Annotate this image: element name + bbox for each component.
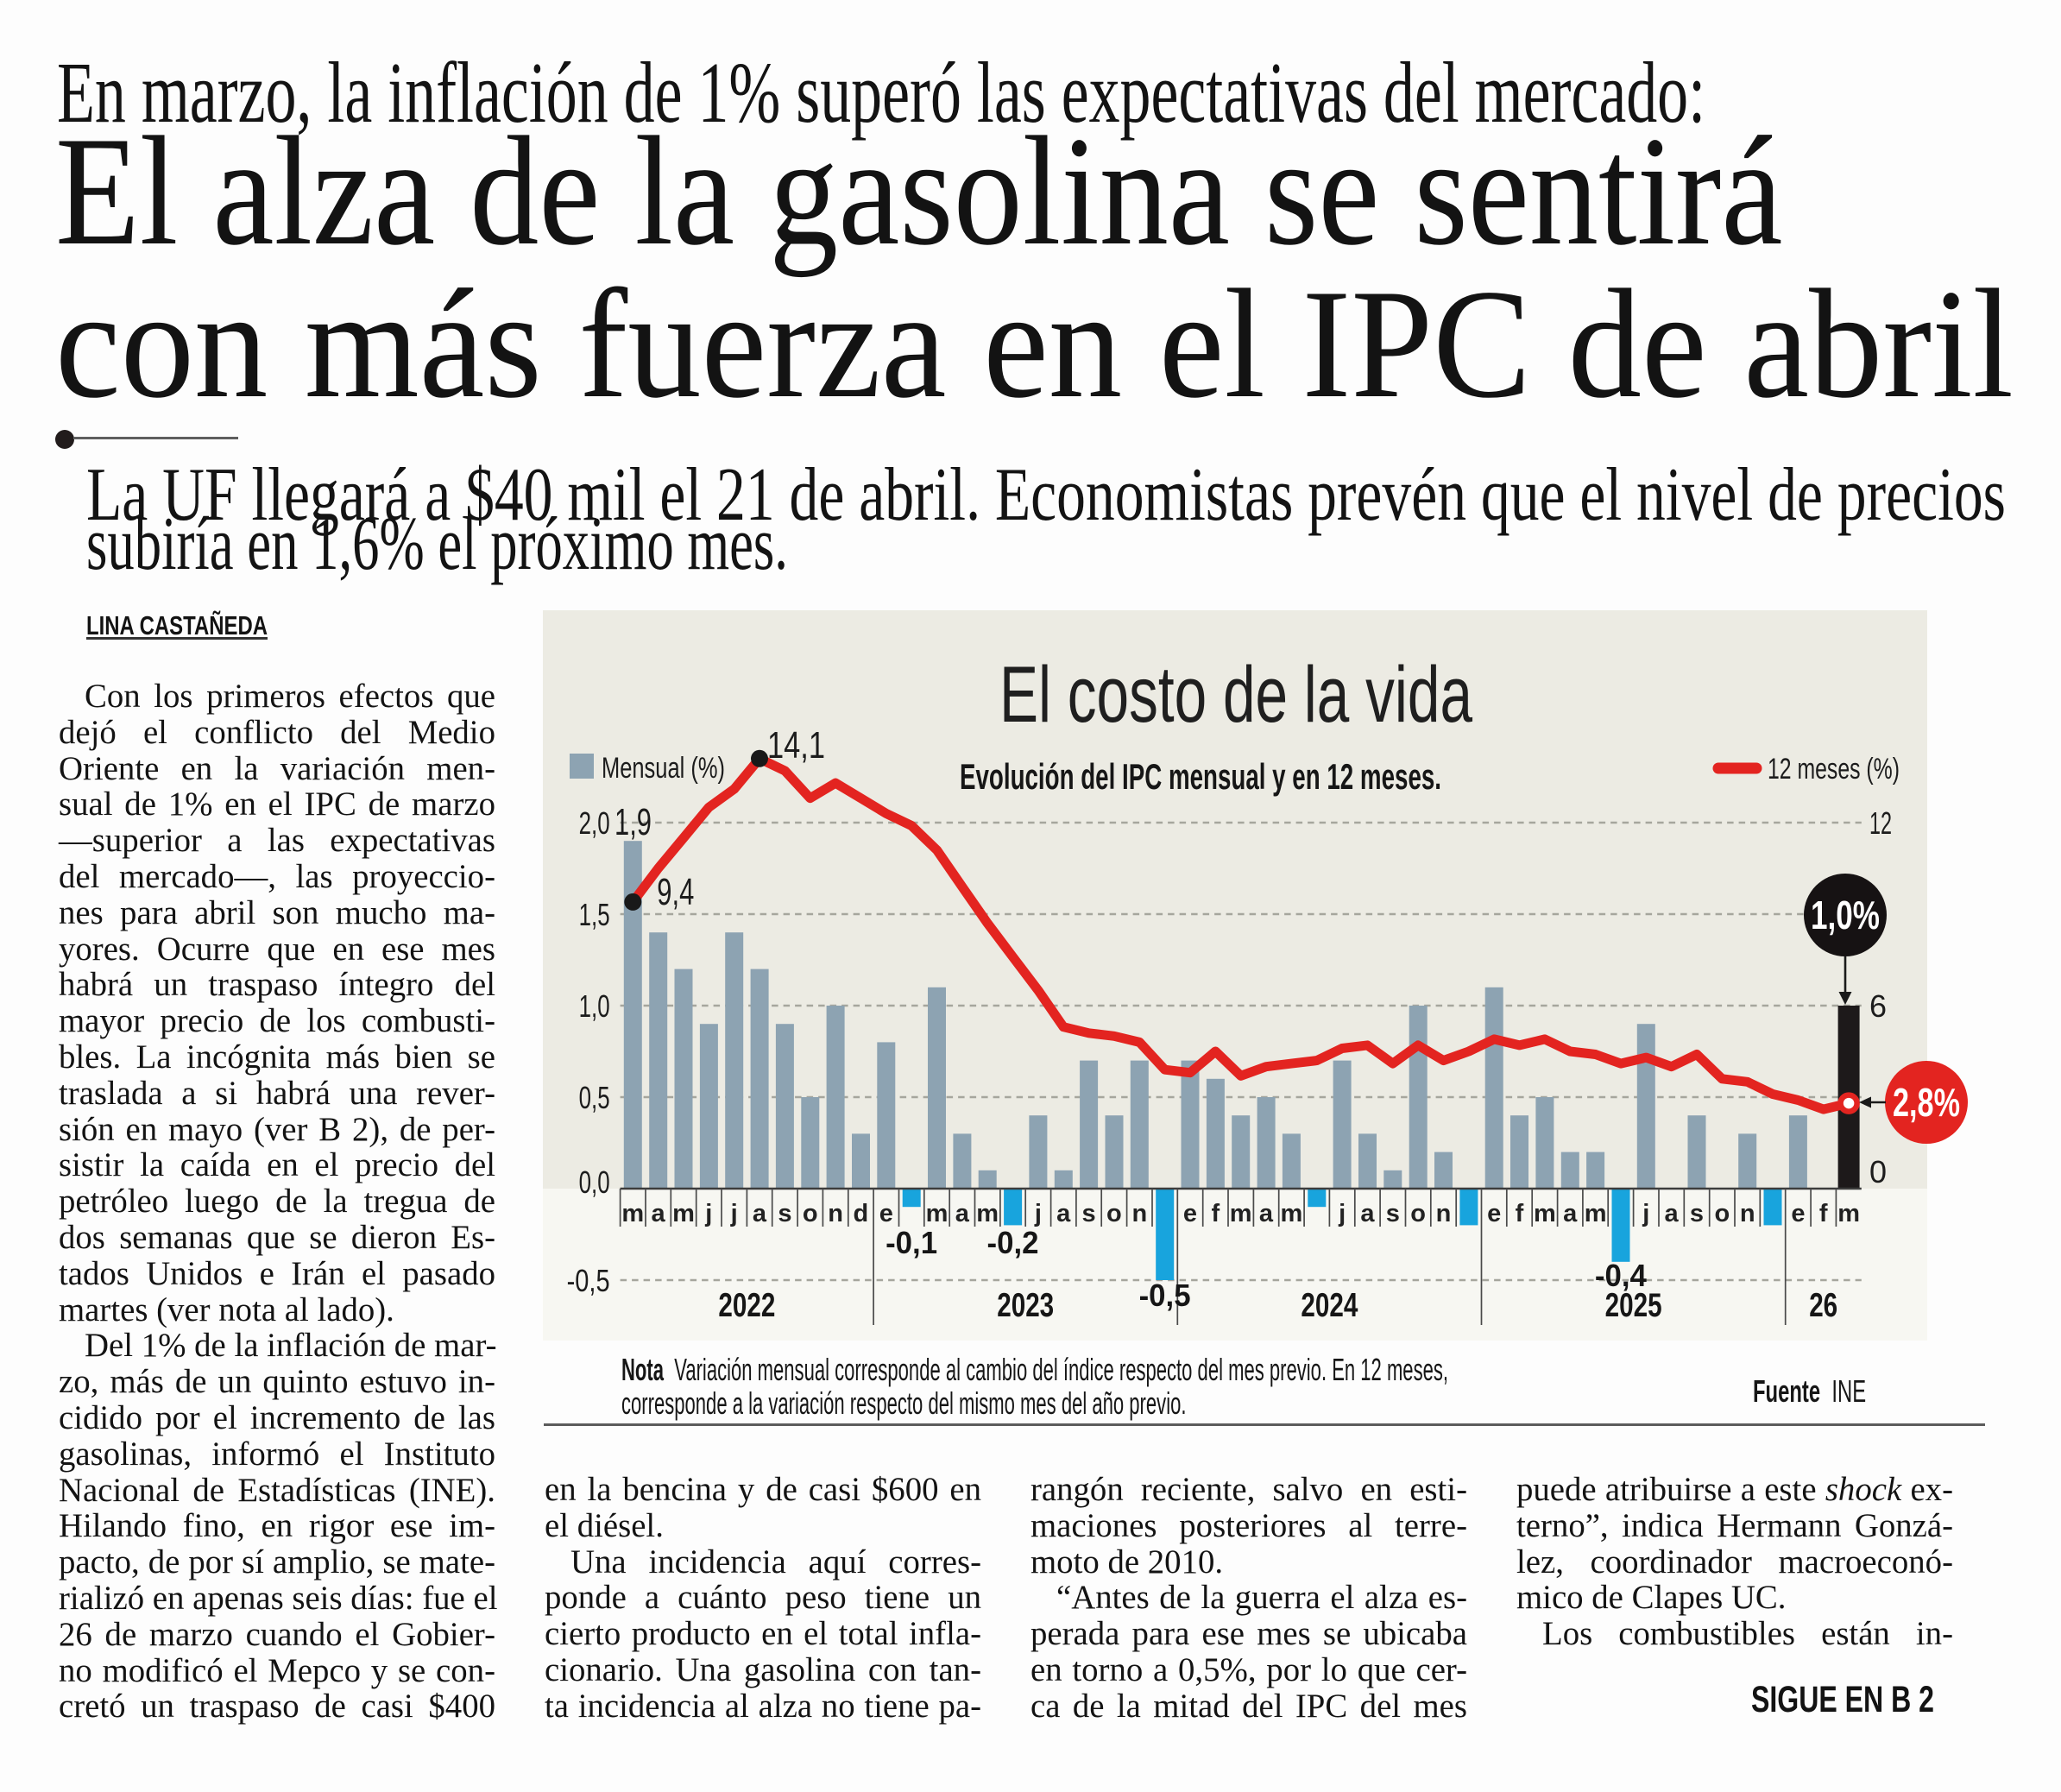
svg-text:2023: 2023 [997,1287,1054,1324]
svg-text:1,5: 1,5 [579,897,610,932]
svg-text:f: f [1516,1200,1524,1227]
svg-text:j: j [1034,1200,1042,1227]
svg-text:-0,5: -0,5 [567,1263,610,1298]
svg-text:Evolución del IPC mensual y en: Evolución del IPC mensual y en 12 meses. [960,756,1441,797]
svg-text:o: o [1106,1200,1122,1227]
svg-text:o: o [1410,1200,1426,1227]
svg-text:n: n [1740,1200,1755,1227]
svg-text:f: f [1819,1200,1828,1227]
svg-text:0,0: 0,0 [579,1164,610,1200]
svg-text:o: o [803,1200,818,1227]
svg-text:a: a [1056,1200,1071,1227]
svg-text:e: e [1791,1200,1805,1227]
svg-text:j: j [730,1200,738,1227]
svg-text:-0,1: -0,1 [886,1225,937,1260]
svg-text:1,0: 1,0 [579,988,610,1024]
svg-text:1,9: 1,9 [615,801,652,843]
svg-text:s: s [1082,1200,1096,1227]
svg-text:m: m [672,1200,695,1227]
svg-text:m: m [1837,1200,1860,1227]
svg-text:12: 12 [1869,805,1892,841]
svg-text:s: s [778,1200,791,1227]
svg-text:m: m [926,1200,949,1227]
svg-text:j: j [704,1200,712,1227]
svg-text:m: m [1230,1200,1252,1227]
svg-text:2025: 2025 [1605,1287,1662,1324]
svg-text:14,1: 14,1 [767,724,825,767]
svg-text:a: a [652,1200,666,1227]
svg-text:2,0: 2,0 [579,805,610,841]
svg-text:n: n [1436,1200,1452,1227]
svg-text:m: m [621,1200,644,1227]
svg-text:2022: 2022 [718,1287,775,1324]
svg-text:s: s [1690,1200,1704,1227]
svg-text:j: j [1338,1200,1346,1227]
svg-text:n: n [828,1200,843,1227]
svg-text:s: s [1386,1200,1400,1227]
svg-text:e: e [879,1200,893,1227]
svg-text:a: a [753,1200,767,1227]
svg-text:-0,5: -0,5 [1139,1278,1191,1313]
svg-text:2024: 2024 [1301,1287,1358,1324]
svg-text:Mensual (%): Mensual (%) [602,752,725,785]
svg-text:0,5: 0,5 [579,1080,610,1115]
svg-text:o: o [1714,1200,1730,1227]
svg-text:1,0%: 1,0% [1811,893,1880,937]
svg-text:f: f [1211,1200,1220,1227]
svg-text:12 meses (%): 12 meses (%) [1768,753,1900,786]
svg-text:26: 26 [1809,1287,1837,1324]
svg-text:El costo de la vida: El costo de la vida [999,651,1473,739]
svg-text:m: m [1281,1200,1303,1227]
svg-text:n: n [1131,1200,1147,1227]
svg-text:0: 0 [1869,1154,1887,1189]
svg-text:2,8%: 2,8% [1893,1080,1960,1125]
svg-text:m: m [976,1200,999,1227]
svg-text:9,4: 9,4 [657,871,694,913]
svg-text:-0,2: -0,2 [987,1225,1039,1260]
svg-text:m: m [1585,1200,1607,1227]
svg-text:j: j [1642,1200,1649,1227]
svg-text:a: a [1360,1200,1375,1227]
svg-text:e: e [1183,1200,1197,1227]
svg-text:e: e [1487,1200,1501,1227]
svg-text:-0,4: -0,4 [1595,1258,1647,1293]
svg-text:m: m [1534,1200,1556,1227]
svg-text:a: a [1259,1200,1274,1227]
svg-text:d: d [854,1200,869,1227]
svg-text:a: a [955,1200,970,1227]
svg-text:6: 6 [1869,988,1887,1024]
svg-text:a: a [1665,1200,1680,1227]
svg-text:a: a [1563,1200,1578,1227]
